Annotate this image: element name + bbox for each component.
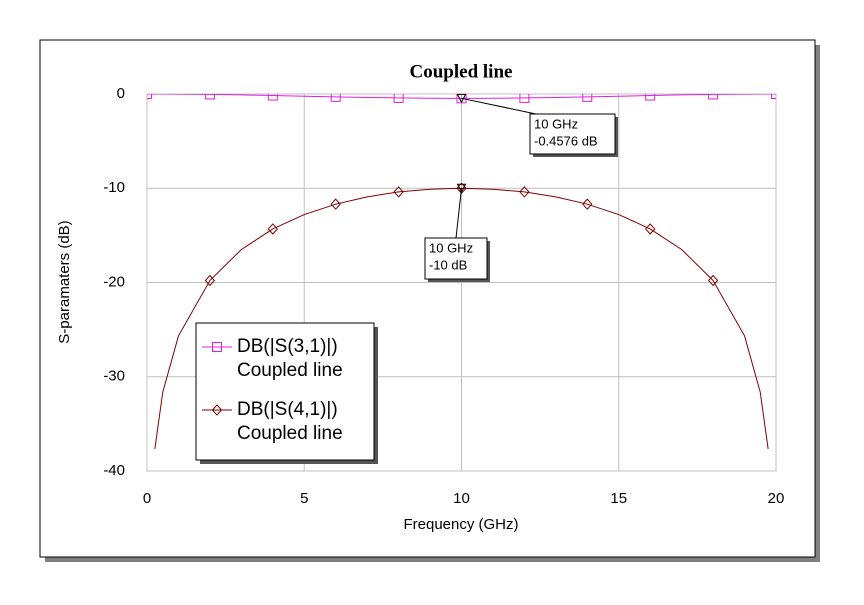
annotation-box [529, 113, 616, 155]
x-tick-label: 15 [610, 490, 627, 507]
annotation-text: -10 dB [429, 257, 467, 272]
y-tick-label: -10 [103, 179, 125, 196]
marker [212, 342, 222, 352]
x-tick-label: 10 [453, 490, 470, 507]
x-tick-label: 5 [300, 490, 308, 507]
annotation-text: 10 GHz [534, 116, 578, 131]
marker [582, 198, 593, 210]
y-axis-label: S-paramaters (dB) [56, 220, 73, 343]
marker [204, 274, 216, 287]
y-tick-label: -20 [103, 273, 125, 290]
annotation-marker [456, 93, 467, 104]
marker [204, 94, 215, 100]
marker [645, 94, 656, 101]
annotation-box [424, 237, 488, 280]
marker [645, 223, 656, 235]
overlay: 0 -10 -20 -30 -40 0 5 10 15 20 10 GHz -0.4576 dB 10 … [103, 85, 784, 507]
marker [582, 94, 593, 102]
marker [393, 186, 404, 198]
y-tick-label: -30 [103, 368, 125, 385]
marker [211, 404, 223, 416]
y-tick-label: -40 [103, 462, 125, 479]
legend [195, 322, 375, 461]
marker [267, 94, 278, 101]
annotation-leader [455, 188, 462, 239]
legend-source: Coupled line [237, 360, 343, 381]
annotation-leader [461, 97, 537, 115]
legend-label: DB(|S(4,1)|) [237, 399, 338, 420]
marker [707, 274, 719, 287]
x-tick-label: 0 [143, 490, 151, 507]
annotation-marker [456, 183, 467, 194]
legend-label: DB(|S(3,1)|) [237, 336, 338, 357]
annotation-text: 10 GHz [429, 240, 473, 255]
marker [519, 94, 530, 103]
legend-source: Coupled line [237, 423, 343, 444]
marker [267, 223, 278, 235]
marker [393, 94, 404, 103]
x-axis-label: Frequency (GHz) [403, 516, 518, 533]
annotation-text: -0.4576 dB [534, 133, 598, 148]
chart-title: Coupled line [410, 61, 513, 82]
x-tick-label: 20 [768, 490, 785, 507]
marker [330, 94, 341, 102]
marker [519, 186, 530, 198]
marker [330, 198, 341, 210]
marker [708, 94, 719, 100]
y-tick-label: 0 [117, 85, 125, 102]
